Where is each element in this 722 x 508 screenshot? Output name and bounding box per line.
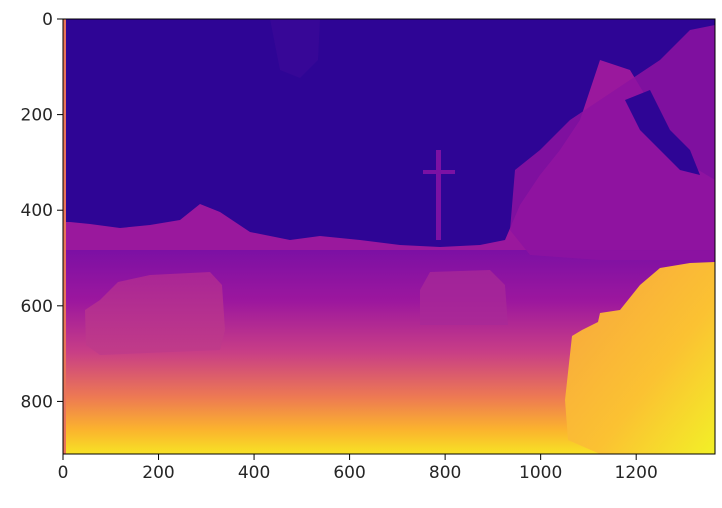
y-axis: 0 200 400 600 800 <box>21 10 63 412</box>
x-tick-label: 1000 <box>519 463 562 483</box>
x-tick-label: 400 <box>238 463 270 483</box>
y-tick-label: 800 <box>21 392 53 412</box>
depth-tree-dark-gaps <box>625 90 700 175</box>
depth-car-right <box>565 262 715 454</box>
depth-image <box>63 19 715 454</box>
x-tick-label: 1200 <box>615 463 658 483</box>
depth-sky-region <box>63 19 715 247</box>
depth-pole <box>423 150 455 240</box>
y-tick-label: 400 <box>21 201 53 221</box>
x-tick-label: 0 <box>58 463 69 483</box>
x-tick-label: 200 <box>142 463 174 483</box>
y-tick-label: 0 <box>42 10 53 30</box>
y-tick-label: 600 <box>21 297 53 317</box>
plot-frame <box>62 18 716 455</box>
y-tick-label: 200 <box>21 106 53 126</box>
depth-tree-right <box>510 25 715 260</box>
x-tick-label: 600 <box>333 463 365 483</box>
x-tick-label: 800 <box>429 463 461 483</box>
x-axis: 0 200 400 600 800 1000 1200 <box>58 454 658 483</box>
depth-car-center <box>420 270 508 325</box>
depth-car-left <box>85 272 225 355</box>
depth-sky-haze <box>270 19 320 78</box>
depth-left-edge-strip <box>63 19 66 454</box>
